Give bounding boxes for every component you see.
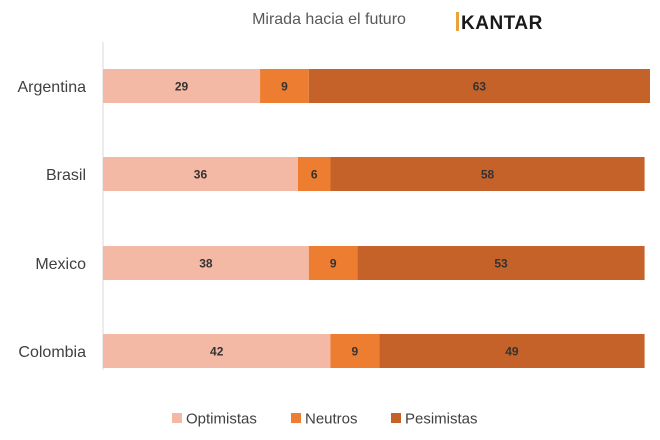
bar-mexico-optimistas: [103, 246, 309, 280]
data-label-mexico-optimistas: 38: [199, 257, 213, 271]
data-label-argentina-optimistas: 29: [175, 80, 189, 94]
bars: 29 9 63 36 6 58 38 9 53 42 9 49: [103, 69, 650, 368]
bar-argentina-neutros: [260, 69, 309, 103]
category-label-brasil: Brasil: [46, 167, 86, 184]
kantar-logo: KANTAR: [456, 12, 543, 34]
kantar-logo-text: KANTAR: [461, 13, 543, 34]
data-label-mexico-neutros: 9: [330, 257, 337, 271]
bar-brasil-neutros: [297, 157, 331, 191]
bar-brasil-optimistas: [103, 157, 298, 191]
bar-colombia-pesimistas: [379, 334, 645, 368]
data-label-colombia-optimistas: 42: [210, 345, 224, 359]
legend-label-optimistas: Optimistas: [186, 411, 257, 428]
data-label-mexico-pesimistas: 53: [494, 257, 508, 271]
bar-mexico-neutros: [308, 246, 358, 280]
bar-colombia-optimistas: [103, 334, 331, 368]
legend: Optimistas Neutros Pesimistas: [172, 411, 478, 428]
data-label-colombia-neutros: 9: [351, 345, 358, 359]
data-label-brasil-pesimistas: 58: [481, 168, 495, 182]
chart-title: Mirada hacia el futuro: [252, 11, 406, 28]
data-label-argentina-neutros: 9: [281, 80, 288, 94]
data-label-brasil-neutros: 6: [311, 168, 318, 182]
category-labels: Argentina Brasil Mexico Colombia: [18, 79, 87, 361]
legend-swatch-pesimistas: [391, 413, 401, 423]
legend-label-pesimistas: Pesimistas: [405, 411, 478, 428]
category-label-colombia: Colombia: [18, 344, 86, 361]
bar-argentina-pesimistas: [308, 69, 650, 103]
bar-argentina-optimistas: [103, 69, 261, 103]
bar-mexico-pesimistas: [357, 246, 645, 280]
data-label-argentina-pesimistas: 63: [473, 80, 487, 94]
data-label-colombia-pesimistas: 49: [505, 345, 519, 359]
data-label-brasil-optimistas: 36: [194, 168, 208, 182]
bar-colombia-neutros: [330, 334, 380, 368]
legend-swatch-optimistas: [172, 413, 182, 423]
kantar-logo-accent: [456, 12, 459, 31]
legend-swatch-neutros: [291, 413, 301, 423]
category-label-mexico: Mexico: [35, 256, 86, 273]
category-label-argentina: Argentina: [18, 79, 87, 96]
legend-label-neutros: Neutros: [305, 411, 358, 428]
bar-brasil-pesimistas: [330, 157, 645, 191]
